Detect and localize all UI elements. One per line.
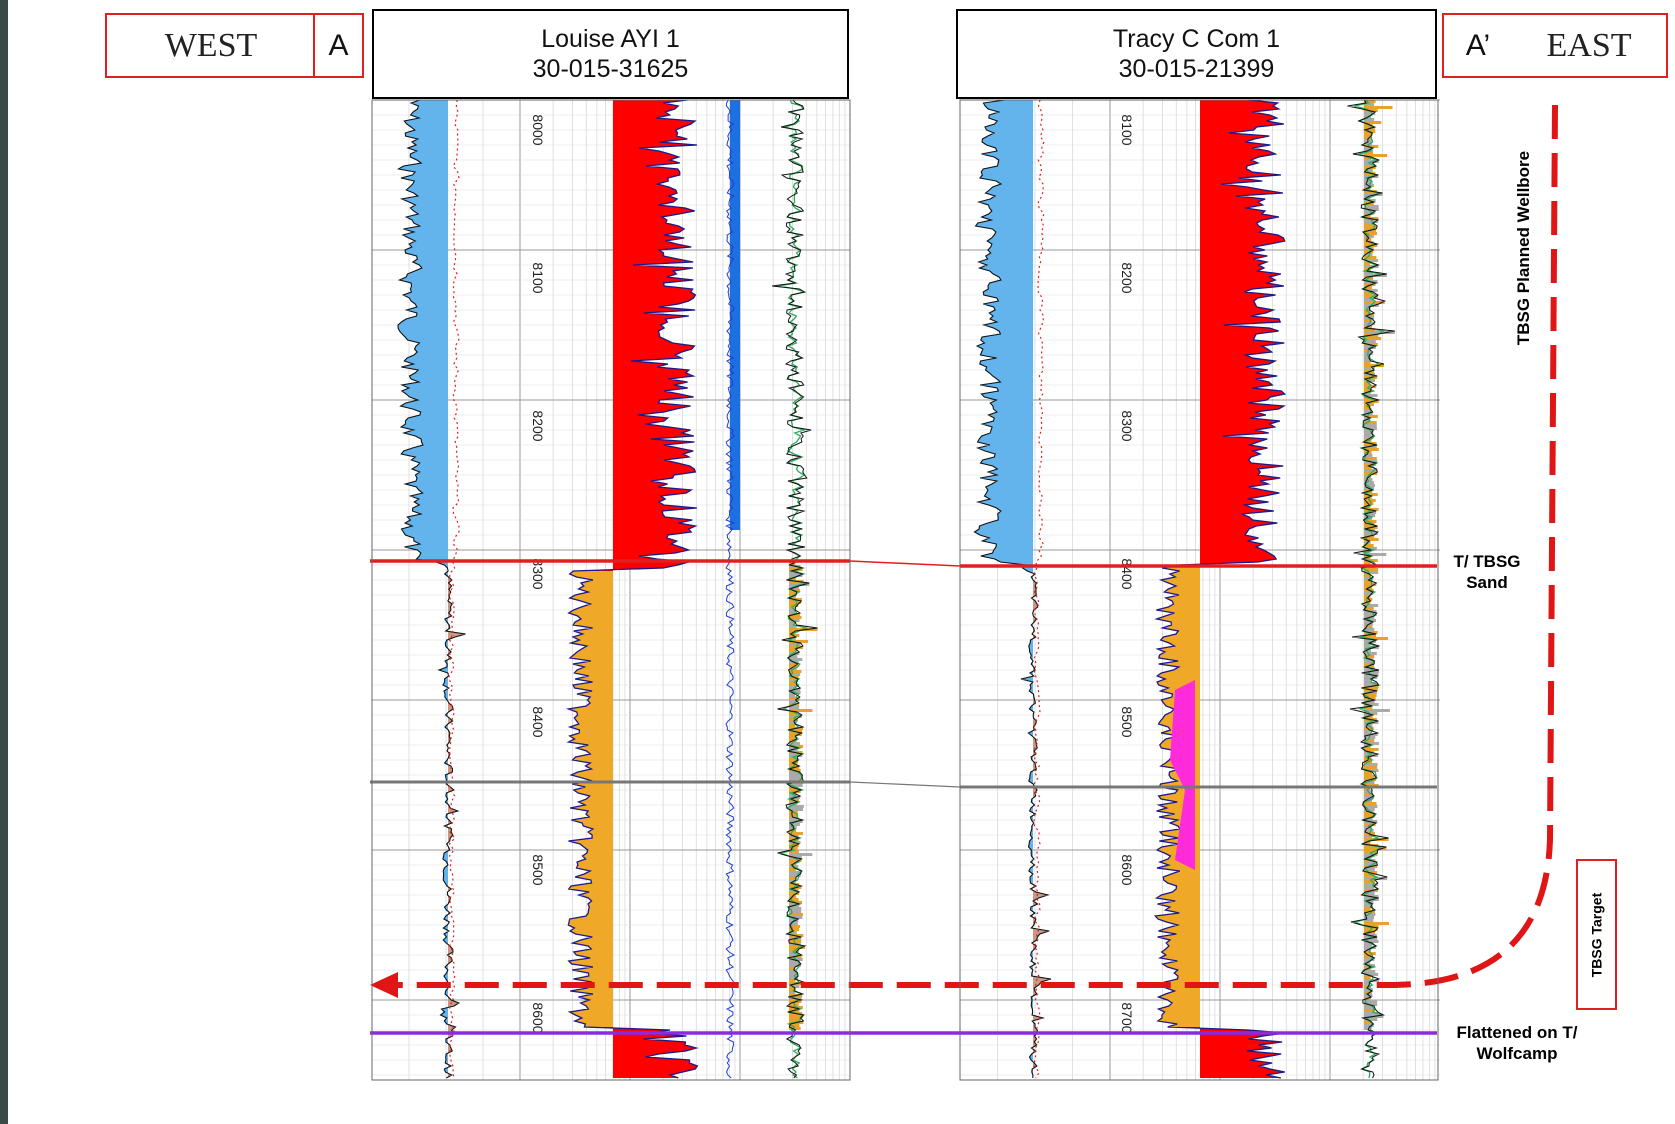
east-label-box: EAST (1512, 13, 1668, 78)
svg-text:8400: 8400 (530, 706, 546, 737)
svg-text:8100: 8100 (530, 262, 546, 293)
well-name: Tracy C Com 1 (1112, 25, 1281, 53)
resistivity-curve (565, 99, 699, 1079)
a-label: A (328, 28, 349, 62)
arrowhead-icon (370, 972, 398, 998)
magenta-fill (1170, 680, 1195, 870)
svg-text:8700: 8700 (1119, 1002, 1135, 1033)
well-api: 30-015-31625 (532, 55, 689, 83)
flattened-wolfcamp-label: Flattened on T/ Wolfcamp (1456, 1023, 1578, 1063)
svg-text:8100: 8100 (1119, 114, 1135, 145)
svg-text:8200: 8200 (1119, 262, 1135, 293)
svg-text:8400: 8400 (1119, 558, 1135, 589)
gamma-curve (724, 99, 740, 1079)
a-prime-label-box: A’ (1442, 13, 1514, 78)
east-label: EAST (1546, 26, 1632, 64)
west-label: WEST (164, 26, 258, 64)
svg-text:8200: 8200 (530, 410, 546, 441)
resistivity-curve (1153, 99, 1287, 1079)
west-label-box: WEST (105, 13, 315, 78)
svg-text:8300: 8300 (1119, 410, 1135, 441)
top-tbsg-sand-label: T/ TBSG Sand (1453, 552, 1521, 592)
a-prime-label: A’ (1465, 28, 1491, 62)
sp-curve (973, 99, 1052, 1079)
svg-text:8600: 8600 (530, 1002, 546, 1033)
well-header-tracy: Tracy C Com 1 30-015-21399 (956, 9, 1437, 99)
well-name: Louise AYI 1 (541, 25, 680, 53)
svg-text:8500: 8500 (1119, 706, 1135, 737)
porosity-curve (1347, 99, 1395, 1079)
planned-wellbore-label: TBSG Planned Wellbore (1514, 150, 1533, 346)
target-label: TBSG Target (1588, 892, 1605, 977)
target-label-box: TBSG Target (1576, 859, 1617, 1010)
depth-labels: 8000 8100 8200 8300 8400 8500 8600 (530, 114, 546, 1033)
track-grid (959, 99, 1111, 1080)
well-header-louise: Louise AYI 1 30-015-31625 (372, 9, 849, 99)
svg-text:8300: 8300 (530, 558, 546, 589)
planned-wellbore-path (370, 104, 1558, 998)
sp-curve (396, 99, 466, 1079)
well-api: 30-015-21399 (1118, 55, 1275, 83)
svg-text:8500: 8500 (530, 854, 546, 885)
a-label-box: A (313, 13, 364, 78)
svg-text:8600: 8600 (1119, 854, 1135, 885)
correlation-lines (370, 559, 1437, 1035)
svg-text:8000: 8000 (530, 114, 546, 145)
porosity-curve (772, 99, 818, 1079)
